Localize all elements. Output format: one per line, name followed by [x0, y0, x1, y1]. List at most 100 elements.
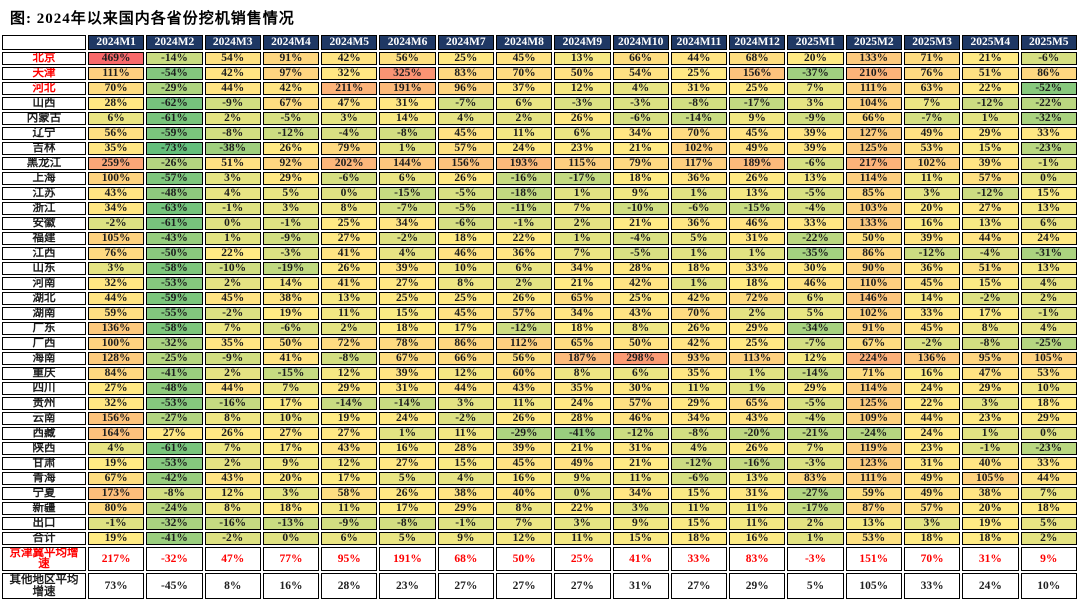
value-cell: -15% [262, 367, 320, 380]
value-cell: 1% [204, 232, 261, 245]
value-cell: 70% [903, 547, 961, 571]
value-cell: 33% [903, 307, 961, 320]
value-cell: 93% [670, 352, 728, 365]
value-cell: 19% [321, 412, 378, 425]
value-cell: 111% [845, 82, 902, 95]
value-cell: 15% [379, 307, 436, 320]
row-label: 湖南 [2, 307, 86, 320]
value-cell: 33% [670, 547, 728, 571]
value-cell: 6% [554, 127, 611, 140]
value-cell: 26% [729, 172, 786, 185]
column-header: 2024M12 [729, 35, 786, 50]
value-cell: 18% [670, 262, 728, 275]
value-cell: 27% [321, 232, 378, 245]
value-cell: -32% [146, 517, 203, 530]
value-cell: -45% [146, 573, 203, 599]
value-cell: 47% [321, 97, 378, 110]
value-cell: 26% [321, 262, 378, 275]
value-cell: 38% [262, 292, 320, 305]
value-cell: 66% [612, 52, 669, 65]
value-cell: 43% [321, 442, 378, 455]
value-cell: 51% [962, 262, 1019, 275]
value-cell: 13% [962, 217, 1019, 230]
value-cell: 151% [845, 547, 902, 571]
value-cell: 95% [321, 547, 378, 571]
value-cell: 43% [495, 382, 553, 395]
value-cell: -14% [146, 52, 203, 65]
value-cell: 11% [554, 532, 611, 545]
value-cell: 156% [88, 412, 145, 425]
value-cell: 53% [1020, 367, 1077, 380]
value-cell: 9% [262, 457, 320, 470]
value-cell: 65% [554, 292, 611, 305]
value-cell: 43% [612, 307, 669, 320]
value-cell: 125% [845, 142, 902, 155]
table-row: 辽宁 56% -59% -8% -12% -4% -8% 45% 11% 6% 34% 70% 45% 3… [2, 127, 1077, 140]
value-cell: -52% [1020, 82, 1077, 95]
value-cell: 128% [88, 352, 145, 365]
value-cell: 2% [495, 112, 553, 125]
value-cell: -8% [670, 427, 728, 440]
column-header: 2024M9 [554, 35, 611, 50]
value-cell: -22% [787, 232, 844, 245]
value-cell: 8% [321, 202, 378, 215]
value-cell: -11% [495, 202, 553, 215]
value-cell: -61% [146, 112, 203, 125]
value-cell: 136% [903, 352, 961, 365]
value-cell: 76% [903, 67, 961, 80]
value-cell: -12% [495, 322, 553, 335]
value-cell: -8% [670, 97, 728, 110]
value-cell: 7% [903, 97, 961, 110]
value-cell: 44% [437, 382, 494, 395]
value-cell: -2% [437, 412, 494, 425]
value-cell: 51% [204, 157, 261, 170]
value-cell: 91% [845, 322, 902, 335]
value-cell: 84% [88, 367, 145, 380]
value-cell: 72% [729, 292, 786, 305]
value-cell: 3% [903, 517, 961, 530]
value-cell: 5% [670, 232, 728, 245]
value-cell: -57% [146, 172, 203, 185]
value-cell: 7% [554, 247, 611, 260]
value-cell: 115% [554, 157, 611, 170]
value-cell: 26% [670, 322, 728, 335]
value-cell: 13% [729, 187, 786, 200]
value-cell: 5% [1020, 517, 1077, 530]
value-cell: 202% [321, 157, 378, 170]
value-cell: 11% [495, 127, 553, 140]
value-cell: 25% [321, 217, 378, 230]
table-row: 重庆 84% -41% 2% -15% 12% 39% 12% 60% 8% 6% 35% 1% -14%… [2, 367, 1077, 380]
value-cell: 85% [845, 187, 902, 200]
column-header: 2024M3 [204, 35, 261, 50]
value-cell: -55% [146, 307, 203, 320]
value-cell: 53% [903, 142, 961, 155]
value-cell: 44% [204, 82, 261, 95]
row-label: 北京 [2, 52, 86, 65]
value-cell: 3% [554, 517, 611, 530]
value-cell: 14% [379, 112, 436, 125]
value-cell: 50% [845, 232, 902, 245]
value-cell: 1% [729, 247, 786, 260]
value-cell: 3% [903, 187, 961, 200]
value-cell: 90% [845, 262, 902, 275]
column-header: 2024M1 [88, 35, 145, 50]
value-cell: 0% [321, 187, 378, 200]
value-cell: -18% [495, 187, 553, 200]
value-cell: 16% [262, 573, 320, 599]
value-cell: -25% [1020, 337, 1077, 350]
value-cell: 103% [845, 202, 902, 215]
value-cell: -73% [146, 142, 203, 155]
value-cell: 2% [204, 277, 261, 290]
value-cell: 5% [379, 532, 436, 545]
value-cell: 95% [962, 352, 1019, 365]
value-cell: 13% [845, 517, 902, 530]
value-cell: 43% [729, 412, 786, 425]
table-row: 贵州 32% -53% -16% 17% -14% -14% 3% 11% 24% 57% 29% 65… [2, 397, 1077, 410]
value-cell: 83% [787, 472, 844, 485]
value-cell: 27% [962, 202, 1019, 215]
value-cell: 2% [204, 112, 261, 125]
value-cell: 144% [379, 157, 436, 170]
value-cell: -2% [204, 532, 261, 545]
value-cell: 18% [1020, 502, 1077, 515]
